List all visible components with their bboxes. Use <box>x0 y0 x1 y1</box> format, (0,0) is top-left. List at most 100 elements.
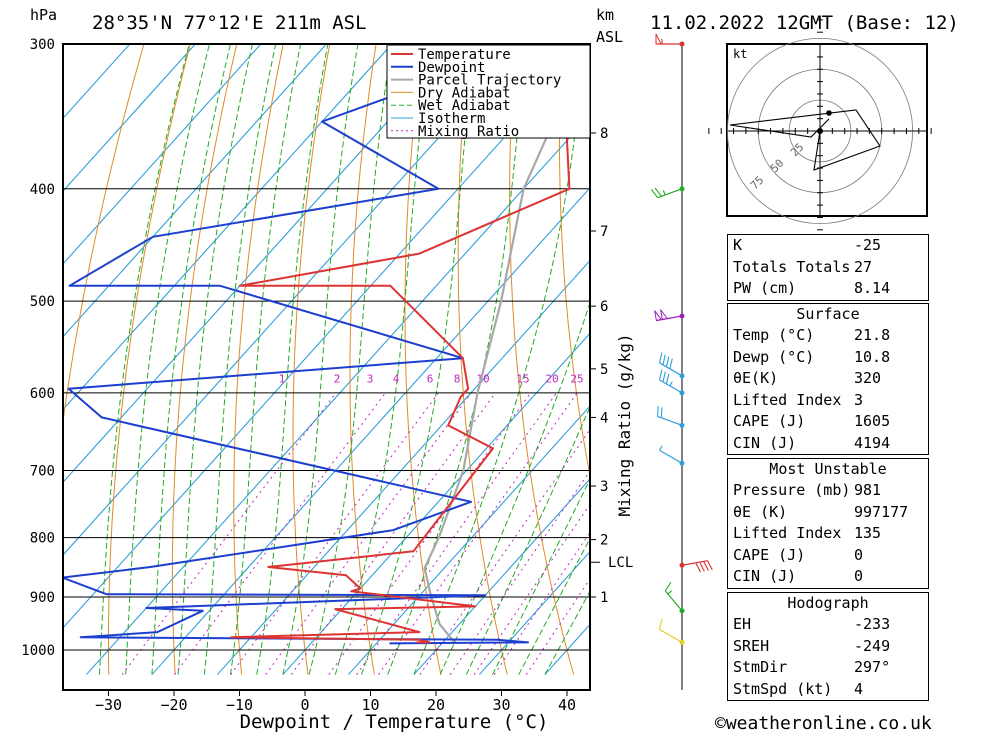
dry-adiabat-line <box>457 44 508 675</box>
dry-adiabat-line <box>509 44 575 675</box>
index-label: SREH <box>733 636 770 655</box>
km-tick-label: 6 <box>600 299 608 315</box>
wind-barb <box>655 33 685 47</box>
km-tick-label: 2 <box>600 533 608 549</box>
index-label: θE (K) <box>733 502 788 521</box>
x-tick-label: 0 <box>300 696 309 714</box>
index-label: Temp (°C) <box>733 326 815 344</box>
index-row: θE (K) 997177 <box>728 502 928 524</box>
km-tick-label: 3 <box>600 479 608 495</box>
wind-barb <box>679 560 713 573</box>
isotherm-line <box>413 478 590 675</box>
index-value: 21.8 <box>854 326 891 344</box>
index-label: Dewp (°C) <box>733 347 815 366</box>
index-row: CIN (J) 0 <box>728 566 928 588</box>
x-tick-label: 10 <box>361 696 379 714</box>
wind-barbs <box>650 33 713 645</box>
mixing-ratio-line <box>230 392 439 675</box>
index-value: -25 <box>854 236 882 254</box>
index-row: Temp (°C) 21.8 <box>728 325 928 347</box>
hodograph-title: Hodograph <box>787 594 869 612</box>
index-label: CIN (J) <box>733 567 797 585</box>
isotherm-line <box>63 44 262 265</box>
hodograph-indices-table: Hodograph EH -233 SREH -249 StmDir 297° StmSpd… <box>727 592 929 701</box>
wet-adiabat-line <box>465 405 590 675</box>
dry-adiabat-line <box>559 44 590 479</box>
pressure-tick-label: 1000 <box>21 643 55 659</box>
mixing-ratio-line <box>265 392 472 675</box>
mixing-ratio-line <box>174 392 386 675</box>
index-row: Totals Totals 27 <box>728 257 928 279</box>
wet-adiabat-line <box>413 44 586 675</box>
x-tick-label: 40 <box>558 696 576 714</box>
index-label: Totals Totals <box>733 257 851 276</box>
mixing-ratio-line <box>473 503 590 675</box>
index-row: Lifted Index 3 <box>728 390 928 412</box>
km-tick-label: 5 <box>600 362 608 378</box>
wet-adiabat-line <box>308 44 393 675</box>
index-value: 8.14 <box>854 279 891 297</box>
asl-label: ASL <box>596 28 623 46</box>
index-value: 4 <box>854 679 864 698</box>
wind-barb <box>658 619 685 645</box>
index-row: SREH -249 <box>728 636 928 658</box>
dry-adiabat-line <box>171 44 238 675</box>
dry-adiabat-line <box>349 44 377 675</box>
wind-barb <box>659 445 685 466</box>
pressure-tick-label: 700 <box>30 463 55 479</box>
hodograph-trace <box>729 109 881 171</box>
mixing-ratio-label: 6 <box>427 372 434 385</box>
mixing-ratio-label: 4 <box>393 372 400 385</box>
pressure-gridlines <box>63 43 590 651</box>
index-label: StmDir <box>733 658 788 676</box>
surface-title: Surface <box>796 305 860 323</box>
wet-adiabat-line <box>518 537 590 675</box>
mixing-ratio-label: 8 <box>454 372 461 385</box>
mixing-ratio-axis-label: Mixing Ratio (g/kg) <box>615 333 634 516</box>
mixing-ratio-label: 25 <box>570 372 583 385</box>
index-label: StmSpd (kt) <box>733 679 833 698</box>
dry-adiabat-line <box>933 44 1000 675</box>
index-row: PW (cm) 8.14 <box>728 278 928 300</box>
wet-adiabat-line <box>256 44 329 675</box>
index-row: EH -233 <box>728 614 928 636</box>
index-value: 320 <box>854 369 882 387</box>
index-value: 0 <box>854 567 864 585</box>
surface-table: Surface Temp (°C) 21.8 Dewp (°C) 10.8 θE(K) 3… <box>727 303 929 455</box>
index-value: -249 <box>854 636 891 655</box>
index-value: 297° <box>854 658 891 676</box>
hpa-unit-label: hPa <box>30 6 57 24</box>
isotherm-line <box>63 44 196 192</box>
temperature-line <box>230 44 571 644</box>
most-unstable-title: Most Unstable <box>769 460 887 478</box>
index-label: Lifted Index <box>733 524 842 542</box>
pressure-tick-label: 400 <box>30 182 55 198</box>
wind-barb <box>657 406 685 428</box>
legend-box <box>386 44 591 139</box>
wet-adiabat-line <box>125 44 210 675</box>
isotherm-line <box>347 405 590 675</box>
index-row: CAPE (J) 1605 <box>728 411 928 433</box>
temperature-axis: −30 −20 −10 0 10 20 30 40 <box>95 690 576 714</box>
index-value: 3 <box>854 390 864 409</box>
isotherm-line <box>282 332 590 675</box>
legend-label: Parcel Trajectory <box>418 73 561 89</box>
hodograph-unit: kt <box>733 47 747 61</box>
index-value: 981 <box>854 481 882 499</box>
index-row: CAPE (J) 0 <box>728 545 928 567</box>
index-label: Pressure (mb) <box>733 481 851 499</box>
index-label: CIN (J) <box>733 433 797 452</box>
km-tick-label: 8 <box>600 126 608 142</box>
mixing-ratio-labels: 1 2 3 4 6 8 10 15 20 25 <box>279 372 584 385</box>
index-value: 27 <box>854 257 873 276</box>
km-tick-label: 7 <box>600 224 608 240</box>
wet-adiabat-line <box>282 44 359 675</box>
date-title: 11.02.2022 12GMT (Base: 12) <box>650 12 959 34</box>
index-row: Lifted Index 135 <box>728 523 928 545</box>
index-row: K -25 <box>728 235 928 257</box>
plot-background-lines <box>63 44 1000 675</box>
km-tick-label: 4 <box>600 410 608 426</box>
indices-basic-table: K -25 Totals Totals 27 PW (cm) 8.14 <box>727 234 929 301</box>
index-value: 135 <box>854 524 882 542</box>
